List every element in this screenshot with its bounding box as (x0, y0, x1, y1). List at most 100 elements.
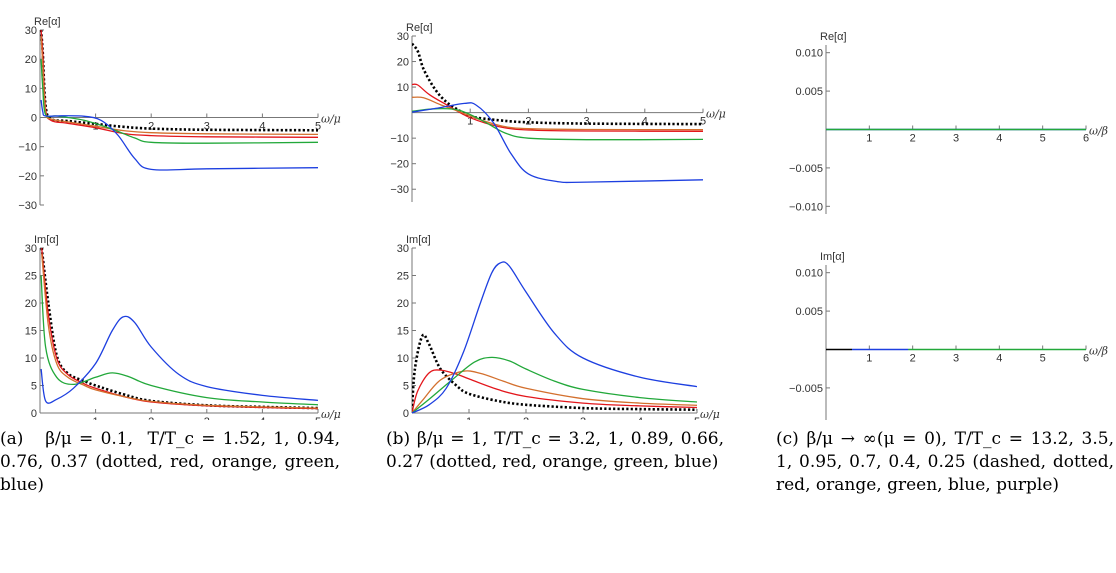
series-line-red (412, 83, 703, 132)
y-tick-label: 15 (397, 326, 409, 338)
x-tick-label: 3 (953, 353, 959, 365)
y-tick-label: 20 (397, 57, 409, 69)
x-tick-label: 5 (694, 416, 700, 420)
x-tick-label: 5 (315, 121, 321, 133)
x-tick-label: 4 (996, 353, 1002, 365)
y-tick-label: 0 (31, 408, 37, 420)
y-tick-label: 10 (25, 83, 37, 95)
caption-b: (b) β/μ = 1, T/T_c = 3.2, 1, 0.89, 0.66,… (386, 429, 724, 472)
y-axis-label: Im[α] (820, 251, 845, 263)
y-axis-label: Re[α] (820, 31, 847, 43)
y-tick-label: 10 (397, 353, 409, 365)
x-axis-label: ω/μ (321, 113, 341, 126)
y-tick-label: −10 (390, 133, 409, 145)
x-axis-label: ω/μ (321, 408, 341, 420)
y-tick-label: 5 (31, 381, 37, 393)
y-tick-label: 0.010 (795, 48, 823, 60)
x-tick-label: 6 (1083, 133, 1089, 145)
x-tick-label: 4 (642, 116, 648, 128)
y-tick-label: −30 (18, 200, 37, 212)
series-line-green (40, 275, 318, 406)
y-tick-label: 30 (25, 243, 37, 255)
series-line-blue (40, 315, 318, 404)
y-tick-label: 15 (25, 326, 37, 338)
y-tick-label: 0.005 (795, 306, 823, 318)
x-tick-label: 2 (910, 133, 916, 145)
caption-c: (c) β/μ → ∞(μ = 0), T/T_c = 13.2, 3.5, 1… (776, 429, 1114, 495)
x-tick-label: 1 (866, 133, 872, 145)
x-tick-label: 1 (93, 416, 99, 420)
y-axis-label: Im[α] (406, 234, 431, 246)
x-tick-label: 1 (866, 353, 872, 365)
y-tick-label: 5 (403, 381, 409, 393)
y-tick-label: 20 (397, 298, 409, 310)
y-tick-label: −10 (18, 142, 37, 154)
x-tick-label: 4 (259, 416, 265, 420)
panel-c-re: 1 2 3 4 5 6 −0.010 −0.005 0.005 0.010 Re[α] ω/β (789, 31, 1108, 214)
figure-canvas: 12345−30−20−100102030Re[α]ω/μ12345051015… (18, 16, 1108, 420)
y-axis-label: Im[α] (34, 234, 59, 246)
y-tick-label: −20 (390, 159, 409, 171)
x-axis-label: ω/β (1089, 125, 1108, 138)
x-tick-label: 1 (467, 116, 473, 128)
y-tick-label: 25 (397, 271, 409, 283)
x-tick-label: 5 (1040, 133, 1046, 145)
caption-a: (a) β/μ = 0.1, T/T_c = 1.52, 1, 0.94, 0.… (0, 429, 340, 495)
y-tick-label: 10 (25, 353, 37, 365)
x-tick-label: 6 (1083, 353, 1089, 365)
x-tick-label: 3 (953, 133, 959, 145)
series-line-blue (412, 102, 703, 184)
x-axis-label: ω/μ (700, 408, 720, 420)
y-tick-label: −0.010 (789, 201, 823, 213)
y-tick-label: 30 (25, 25, 37, 37)
x-tick-label: 4 (637, 416, 643, 420)
series-line-blue (412, 261, 697, 414)
x-tick-label: 3 (584, 116, 590, 128)
x-axis-label: ω/μ (706, 108, 726, 121)
y-axis-label: Re[α] (406, 22, 433, 34)
x-tick-label: 3 (580, 416, 586, 420)
x-tick-label: 2 (148, 416, 154, 420)
series-line-orange (40, 35, 318, 136)
y-tick-label: 25 (25, 271, 37, 283)
x-tick-label: 1 (466, 416, 472, 420)
y-tick-label: 30 (397, 31, 409, 43)
y-tick-label: 20 (25, 298, 37, 310)
x-tick-label: 3 (204, 121, 210, 133)
x-tick-label: 2 (910, 353, 916, 365)
series-line-black-dotted (412, 42, 703, 126)
y-tick-label: 10 (397, 82, 409, 94)
y-tick-label: 0.005 (795, 86, 823, 98)
series-line-green (412, 356, 697, 414)
y-tick-label: 0 (31, 113, 37, 125)
series-line-black-dotted (412, 333, 697, 411)
y-tick-label: −0.005 (789, 383, 823, 395)
x-tick-label: 5 (315, 416, 321, 420)
y-tick-label: 0 (403, 408, 409, 420)
y-tick-label: −0.005 (789, 163, 823, 175)
x-axis-label: ω/β (1089, 345, 1108, 358)
y-tick-label: 20 (25, 54, 37, 66)
series-line-red (412, 369, 697, 414)
x-tick-label: 2 (148, 121, 154, 133)
x-tick-label: 5 (1040, 353, 1046, 365)
y-tick-label: 30 (397, 243, 409, 255)
series-line-green (40, 59, 318, 144)
series-line-black-dotted (40, 247, 318, 410)
y-tick-label: 0.010 (795, 268, 823, 280)
x-tick-label: 4 (996, 133, 1002, 145)
x-tick-label: 3 (204, 416, 210, 420)
series-line-orange (412, 370, 697, 414)
series-line-black-dotted (40, 29, 318, 132)
x-tick-label: 4 (259, 121, 265, 133)
y-tick-label: −20 (18, 171, 37, 183)
y-axis-label: Re[α] (34, 16, 61, 28)
y-tick-label: −30 (390, 184, 409, 196)
series-line-blue (40, 99, 318, 171)
series-line-orange (41, 253, 318, 409)
